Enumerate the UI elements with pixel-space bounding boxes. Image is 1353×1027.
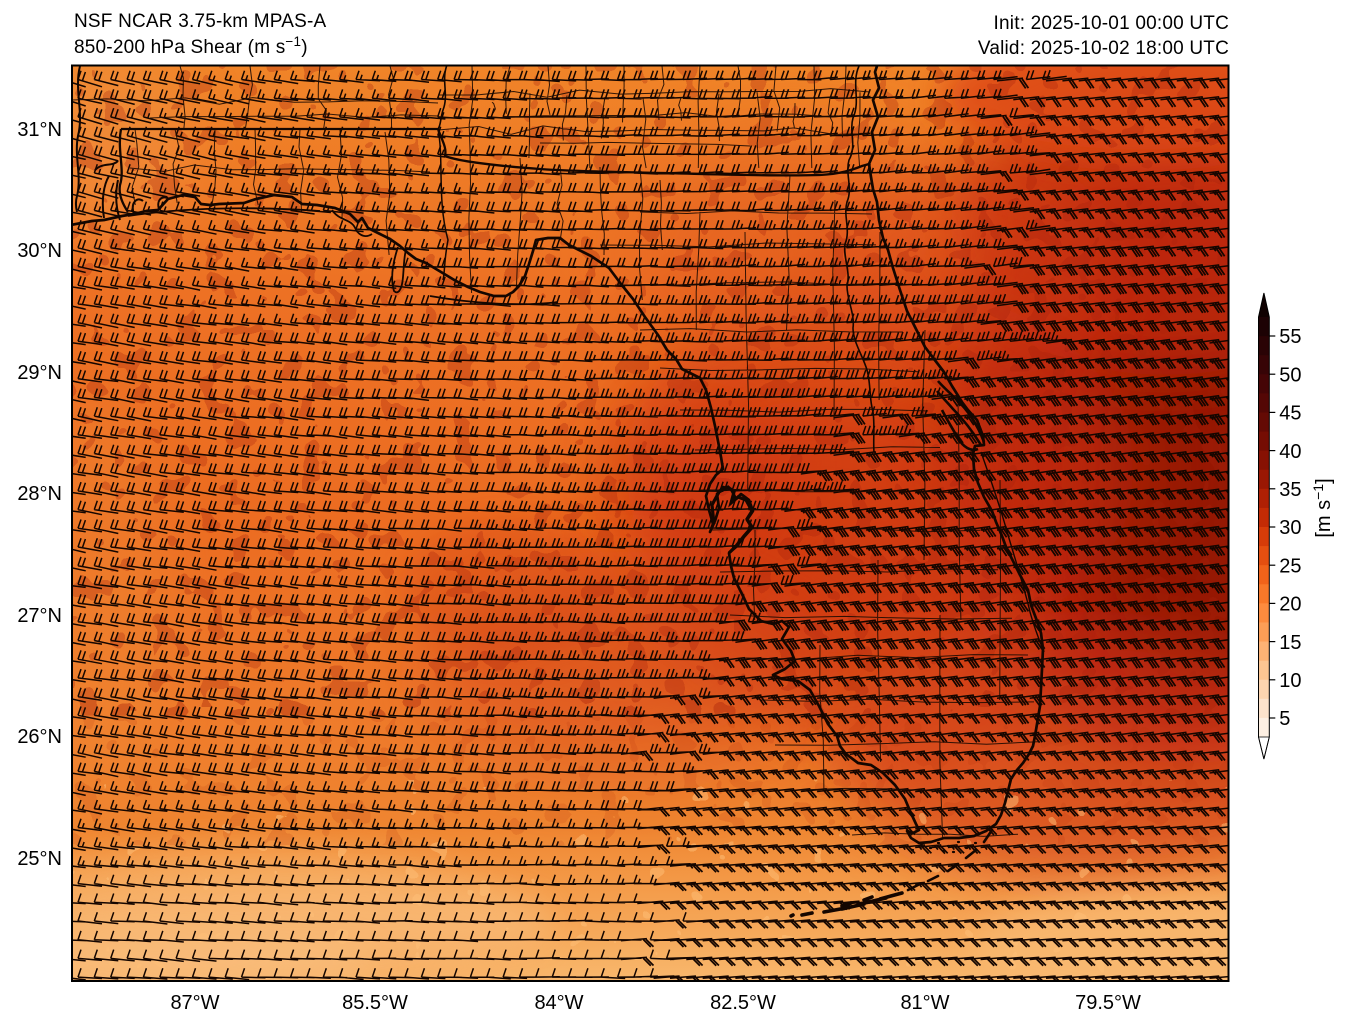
svg-text:45: 45 <box>1279 403 1301 425</box>
svg-text:5: 5 <box>1279 708 1290 730</box>
svg-text:Valid: 2025-10-02 18:00 UTC: Valid: 2025-10-02 18:00 UTC <box>978 38 1229 59</box>
svg-text:Init: 2025-10-01 00:00 UTC: Init: 2025-10-01 00:00 UTC <box>994 13 1229 34</box>
svg-text:20: 20 <box>1279 594 1301 616</box>
svg-text:[m s−1]: [m s−1] <box>1310 478 1335 537</box>
svg-text:35: 35 <box>1279 479 1301 501</box>
svg-text:27°N: 27°N <box>17 605 62 627</box>
svg-text:15: 15 <box>1279 632 1301 654</box>
svg-text:55: 55 <box>1279 326 1301 348</box>
svg-text:82.5°W: 82.5°W <box>710 992 776 1014</box>
svg-text:26°N: 26°N <box>17 726 62 748</box>
svg-text:28°N: 28°N <box>17 483 62 505</box>
svg-text:31°N: 31°N <box>17 119 62 141</box>
svg-text:79.5°W: 79.5°W <box>1075 992 1141 1014</box>
svg-text:87°W: 87°W <box>170 992 219 1014</box>
svg-text:29°N: 29°N <box>17 362 62 384</box>
svg-text:NSF NCAR 3.75-km MPAS-A: NSF NCAR 3.75-km MPAS-A <box>74 11 326 32</box>
svg-text:85.5°W: 85.5°W <box>342 992 408 1014</box>
svg-text:84°W: 84°W <box>534 992 583 1014</box>
svg-text:850-200 hPa Shear (m s−1): 850-200 hPa Shear (m s−1) <box>74 34 308 58</box>
svg-text:10: 10 <box>1279 670 1301 692</box>
svg-text:50: 50 <box>1279 364 1301 386</box>
svg-text:25: 25 <box>1279 555 1301 577</box>
svg-text:30: 30 <box>1279 517 1301 539</box>
svg-text:30°N: 30°N <box>17 240 62 262</box>
svg-text:81°W: 81°W <box>900 992 949 1014</box>
svg-text:25°N: 25°N <box>17 848 62 870</box>
svg-text:40: 40 <box>1279 441 1301 463</box>
